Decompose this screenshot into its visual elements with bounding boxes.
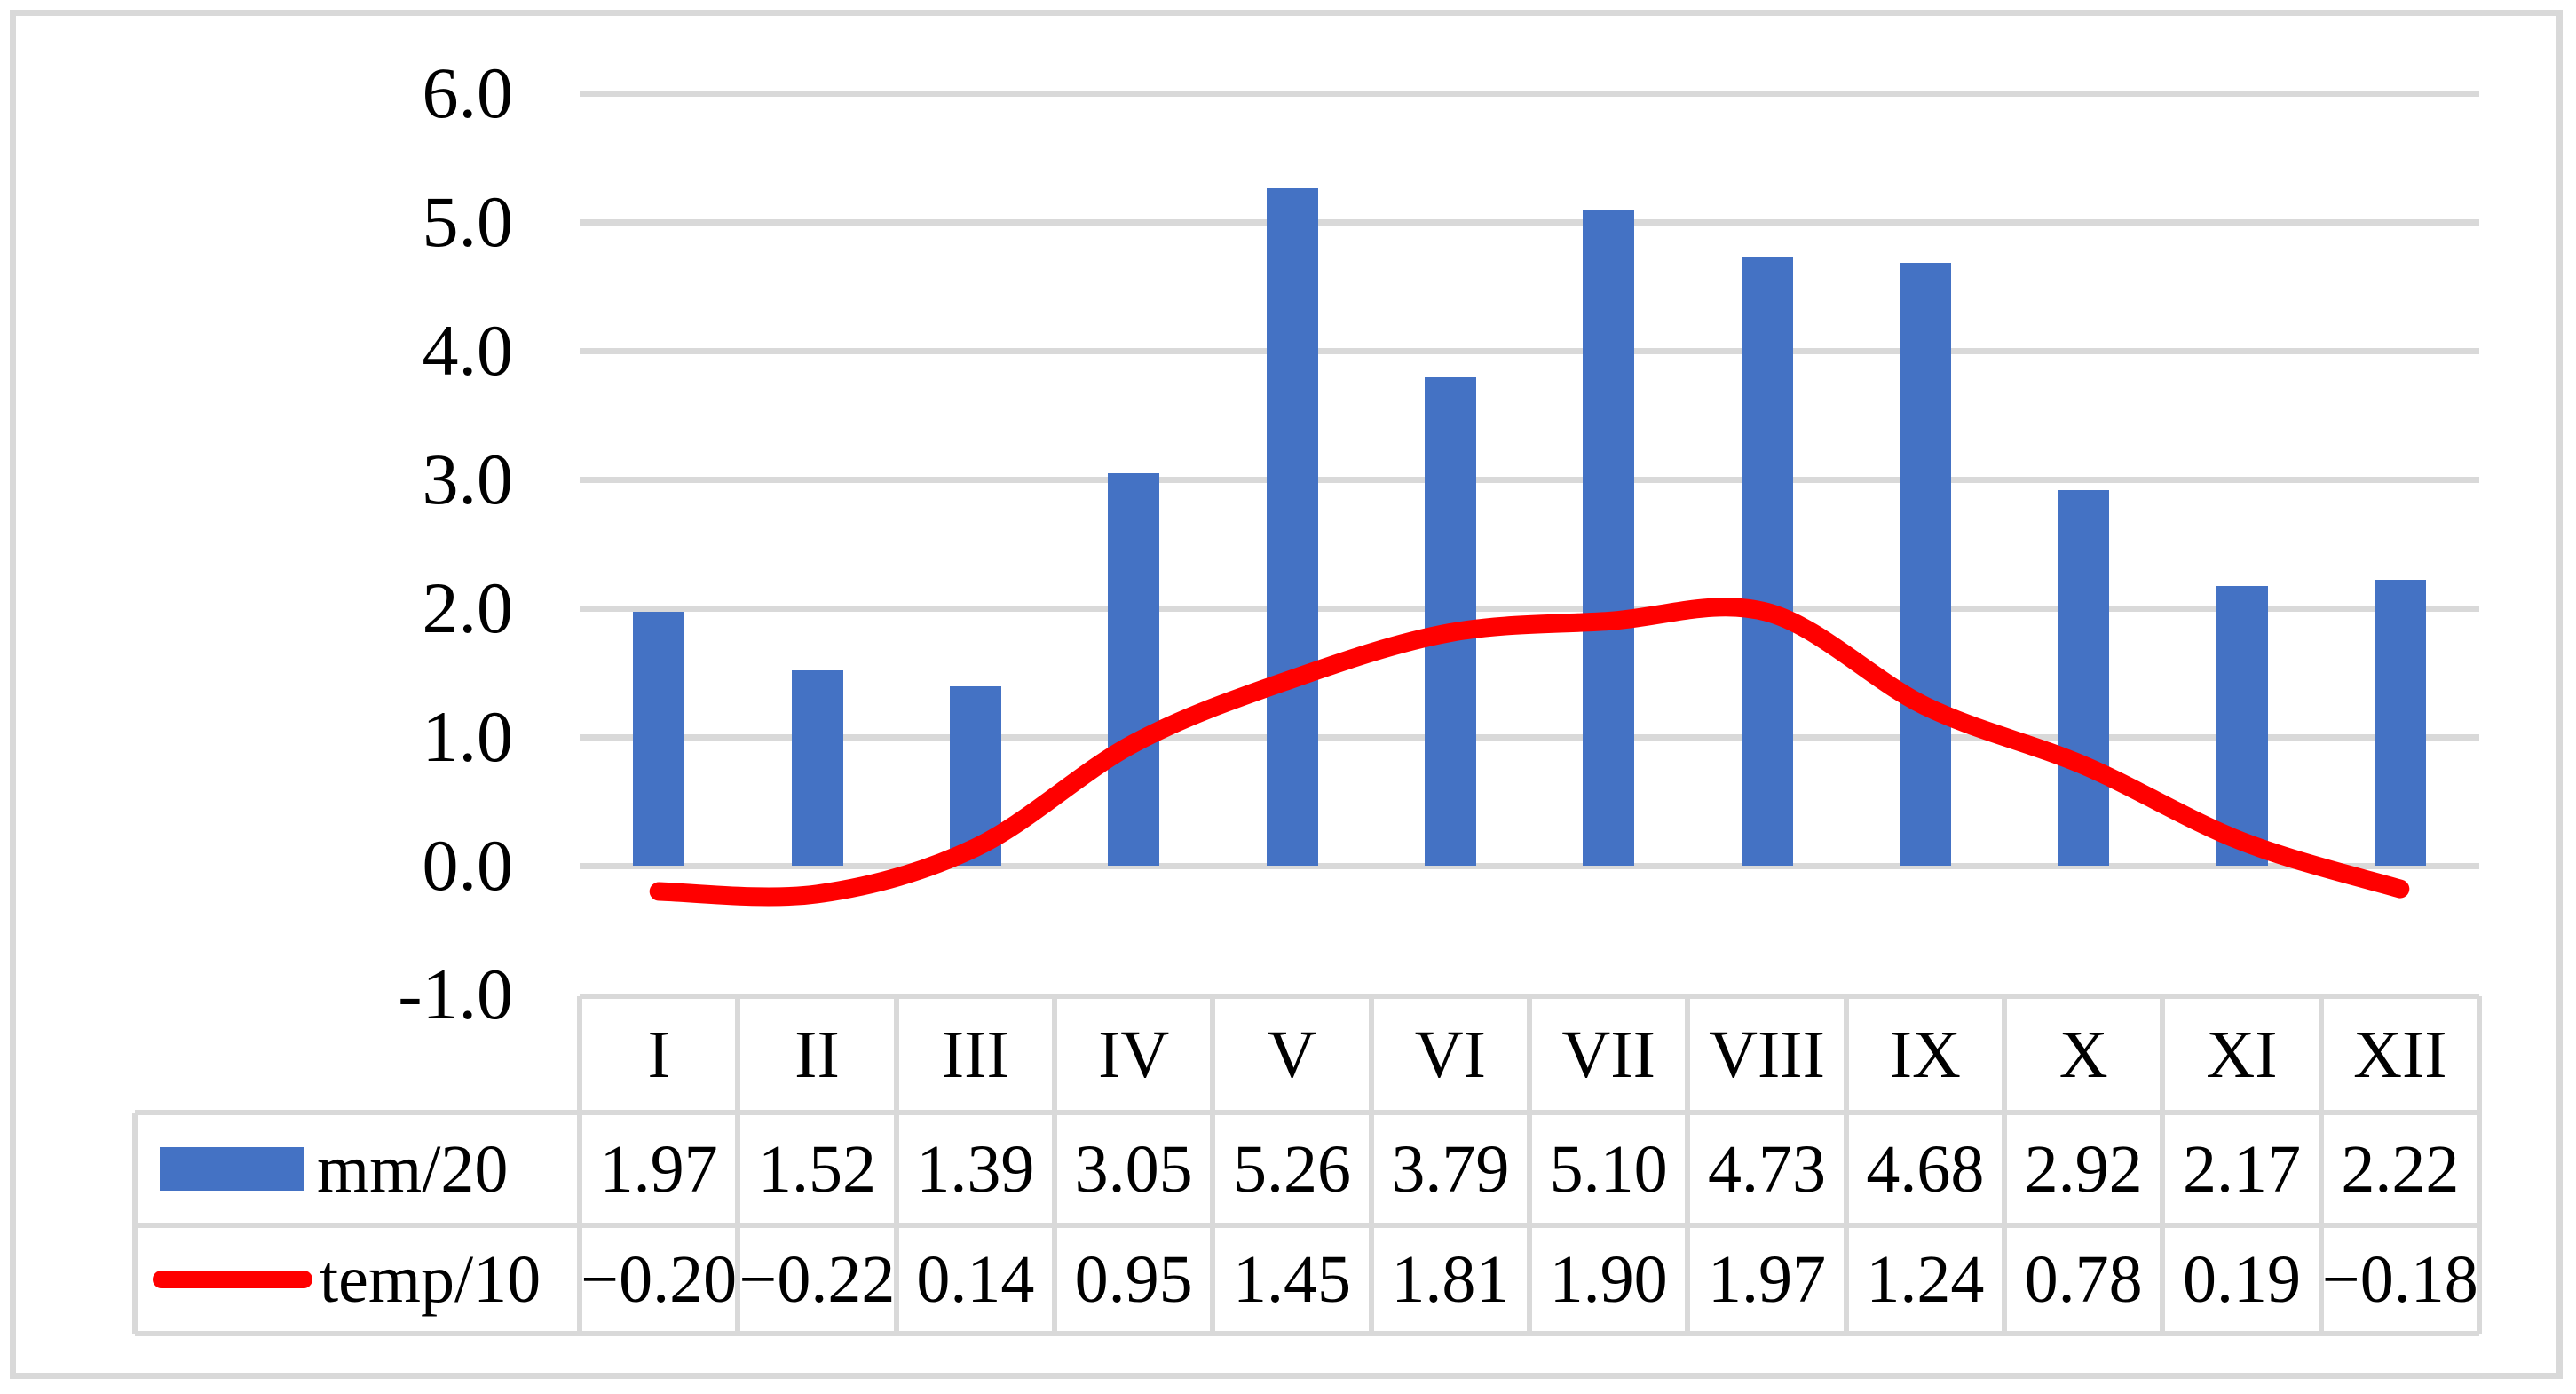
month-header-cell: XI xyxy=(2206,1017,2278,1092)
temp-value-cell: 0.78 xyxy=(2024,1242,2143,1317)
temp-value-cell: 1.97 xyxy=(1707,1242,1826,1317)
month-header-cell: III xyxy=(941,1017,1009,1092)
temp-value-cell: 1.24 xyxy=(1866,1242,1985,1317)
table-border-vertical xyxy=(2477,996,2482,1334)
mm-value-cell: 5.26 xyxy=(1232,1131,1351,1207)
mm-value-cell: 3.79 xyxy=(1391,1131,1510,1207)
table-border-vertical xyxy=(1210,996,1216,1334)
table-border-vertical xyxy=(893,996,899,1334)
mm-value-cell: 5.10 xyxy=(1549,1131,1668,1207)
mm-value-cell: 1.97 xyxy=(599,1131,718,1207)
y-axis-tick-label: -1.0 xyxy=(398,954,513,1034)
y-axis-tick-label: 3.0 xyxy=(422,439,514,519)
gridline xyxy=(580,90,2479,97)
bar-IX xyxy=(1899,263,1951,866)
month-header-cell: VII xyxy=(1561,1017,1655,1092)
table-border-vertical xyxy=(1685,996,1691,1334)
table-border-vertical xyxy=(132,1113,138,1334)
temp-value-cell: 0.19 xyxy=(2182,1242,2301,1317)
month-header-cell: VI xyxy=(1414,1017,1486,1092)
temp-value-cell: −0.22 xyxy=(739,1242,896,1317)
temp-value-cell: −0.20 xyxy=(581,1242,738,1317)
line-legend-label: temp/10 xyxy=(320,1242,541,1317)
temp-value-cell: 1.45 xyxy=(1232,1242,1351,1317)
y-axis-tick-label: 4.0 xyxy=(422,310,514,391)
temp-value-cell: 0.14 xyxy=(916,1242,1035,1317)
mm-value-cell: 1.39 xyxy=(916,1131,1035,1207)
table-border-vertical xyxy=(2002,996,2007,1334)
gridline xyxy=(580,605,2479,612)
table-border-vertical xyxy=(1843,996,1849,1334)
temp-value-cell: 1.81 xyxy=(1391,1242,1510,1317)
temp-value-cell: −0.18 xyxy=(2321,1242,2478,1317)
temp-value-cell: 0.95 xyxy=(1074,1242,1193,1317)
y-axis-tick-label: 6.0 xyxy=(422,52,514,133)
table-border-vertical xyxy=(577,996,582,1334)
legend-row-temp: temp/10 xyxy=(135,1225,580,1334)
table-border-vertical xyxy=(2318,996,2324,1334)
month-header-cell: XII xyxy=(2353,1017,2447,1092)
bar-XII xyxy=(2374,580,2426,866)
bar-I xyxy=(633,612,685,866)
bar-VII xyxy=(1583,209,1635,866)
table-border-horizontal xyxy=(135,1331,2479,1336)
mm-value-cell: 2.22 xyxy=(2341,1131,2460,1207)
bar-legend-swatch xyxy=(160,1147,304,1191)
bar-VIII xyxy=(1741,257,1793,866)
mm-value-cell: 4.68 xyxy=(1866,1131,1985,1207)
legend-row-mm: mm/20 xyxy=(135,1113,580,1225)
y-axis-tick-label: 5.0 xyxy=(422,181,514,262)
gridline xyxy=(580,862,2479,869)
bar-IV xyxy=(1108,472,1160,866)
table-border-vertical xyxy=(1368,996,1374,1334)
month-header-cell: I xyxy=(647,1017,670,1092)
month-header-cell: V xyxy=(1268,1017,1316,1092)
table-border-vertical xyxy=(1527,996,1532,1334)
gridline xyxy=(580,476,2479,483)
gridline xyxy=(580,347,2479,354)
table-border-vertical xyxy=(2160,996,2166,1334)
mm-value-cell: 2.92 xyxy=(2024,1131,2143,1207)
month-header-cell: X xyxy=(2058,1017,2108,1092)
month-header-cell: IX xyxy=(1889,1017,1961,1092)
line-legend-swatch xyxy=(153,1271,312,1288)
temp-value-cell: 1.90 xyxy=(1549,1242,1668,1317)
bar-legend-label: mm/20 xyxy=(317,1131,509,1207)
y-axis-tick-label: 1.0 xyxy=(422,696,514,777)
bar-X xyxy=(2058,489,2110,866)
gridline xyxy=(580,218,2479,226)
gridline xyxy=(580,733,2479,741)
mm-value-cell: 2.17 xyxy=(2182,1131,2301,1207)
month-header-cell: VIII xyxy=(1709,1017,1825,1092)
bar-II xyxy=(791,669,843,866)
table-border-vertical xyxy=(735,996,741,1334)
mm-value-cell: 1.52 xyxy=(757,1131,876,1207)
table-border-vertical xyxy=(1052,996,1057,1334)
figure-border xyxy=(10,10,2563,1379)
mm-value-cell: 4.73 xyxy=(1707,1131,1826,1207)
month-header-cell: IV xyxy=(1098,1017,1170,1092)
bar-XI xyxy=(2216,586,2268,866)
table-border-horizontal xyxy=(135,1110,2479,1115)
table-border-horizontal xyxy=(135,1223,2479,1228)
y-axis-tick-label: 0.0 xyxy=(422,825,514,906)
y-axis-tick-label: 2.0 xyxy=(422,567,514,648)
bar-V xyxy=(1266,188,1318,866)
month-header-cell: II xyxy=(794,1017,840,1092)
temp-line xyxy=(649,598,2410,907)
mm-value-cell: 3.05 xyxy=(1074,1131,1193,1207)
